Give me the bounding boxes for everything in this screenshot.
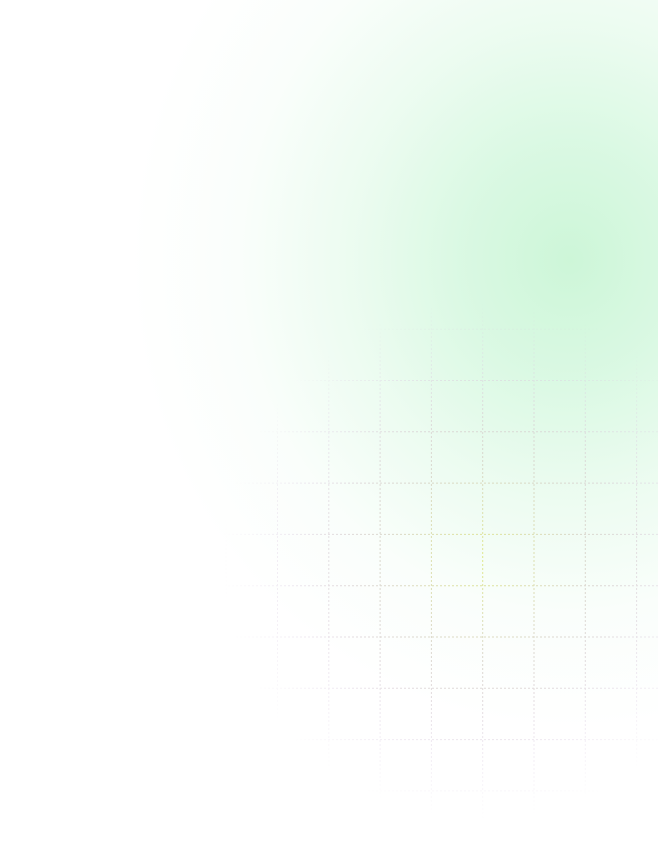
dashed-grid-overlay [200,300,658,846]
